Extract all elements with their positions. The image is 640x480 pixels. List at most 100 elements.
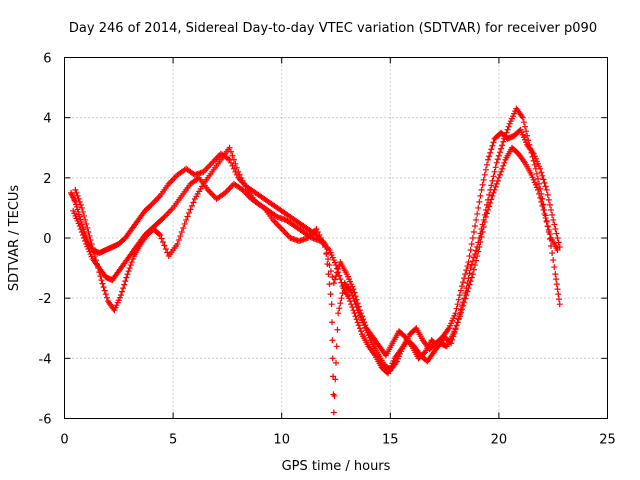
- data-point: [541, 210, 548, 217]
- data-point: [486, 203, 493, 210]
- data-point: [483, 161, 490, 168]
- data-point: [102, 291, 109, 298]
- data-point: [492, 164, 499, 171]
- data-point: [498, 145, 505, 152]
- data-point: [99, 280, 106, 287]
- data-point: [488, 146, 495, 153]
- data-point: [553, 230, 560, 237]
- data-point: [162, 246, 169, 253]
- data-point: [355, 303, 362, 310]
- data-point: [354, 300, 361, 307]
- data-point: [233, 164, 240, 171]
- data-point: [235, 168, 242, 175]
- data-point: [505, 123, 512, 130]
- y-tick-label: -4: [39, 352, 52, 367]
- data-point: [362, 322, 369, 329]
- data-point: [76, 198, 83, 205]
- data-point: [469, 271, 476, 278]
- data-point: [539, 202, 546, 209]
- data-point: [177, 232, 184, 239]
- data-point: [190, 199, 197, 206]
- data-point: [357, 310, 364, 317]
- data-point: [129, 256, 136, 263]
- data-point: [183, 216, 190, 223]
- data-point: [480, 176, 487, 183]
- data-point: [461, 299, 468, 306]
- data-point: [352, 313, 359, 320]
- data-point: [122, 278, 129, 285]
- data-point: [491, 186, 498, 193]
- y-tick-label: -6: [39, 413, 52, 428]
- data-point: [330, 373, 337, 380]
- data-point: [338, 295, 345, 302]
- data-point: [87, 237, 94, 244]
- x-tick-label: 5: [169, 433, 177, 448]
- data-point: [545, 196, 552, 203]
- y-tick-label: 2: [43, 172, 51, 187]
- data-point: [84, 224, 91, 231]
- data-point: [100, 284, 107, 291]
- data-point: [79, 208, 86, 215]
- data-point: [350, 307, 357, 314]
- data-point: [124, 271, 131, 278]
- data-point: [475, 204, 482, 211]
- data-point: [536, 180, 543, 187]
- data-point: [242, 183, 249, 190]
- data-point: [329, 337, 336, 344]
- data-point: [239, 177, 246, 184]
- data-point: [454, 301, 461, 308]
- data-point: [543, 218, 550, 225]
- data-point: [336, 305, 343, 312]
- data-point: [550, 257, 557, 264]
- data-point: [455, 296, 462, 303]
- data-point: [181, 220, 188, 227]
- data-point: [490, 189, 497, 196]
- data-point: [361, 319, 368, 326]
- data-point: [453, 305, 460, 312]
- data-point: [466, 281, 473, 288]
- data-point: [119, 288, 126, 295]
- data-point: [530, 157, 537, 164]
- data-point: [479, 181, 486, 188]
- data-point: [474, 253, 481, 260]
- x-tick-label: 25: [599, 433, 616, 448]
- data-point: [455, 316, 462, 323]
- data-point: [351, 289, 358, 296]
- data-point: [503, 129, 510, 136]
- data-point: [359, 313, 366, 320]
- data-point: [493, 180, 500, 187]
- data-point: [480, 223, 487, 230]
- data-point: [126, 265, 133, 272]
- data-point: [554, 286, 561, 293]
- data-point: [175, 237, 182, 244]
- data-point: [337, 276, 344, 283]
- data-point: [529, 153, 536, 160]
- data-point: [188, 202, 195, 209]
- data-point: [490, 139, 497, 146]
- data-point: [180, 224, 187, 231]
- data-point: [73, 189, 80, 196]
- data-point: [125, 268, 132, 275]
- data-point: [174, 241, 181, 248]
- data-point: [496, 171, 503, 178]
- data-point: [473, 257, 480, 264]
- y-tick-label: 0: [43, 232, 51, 247]
- data-point: [553, 281, 560, 288]
- data-point: [542, 183, 549, 190]
- data-point: [477, 192, 484, 199]
- data-point: [475, 248, 482, 255]
- data-point: [457, 287, 464, 294]
- data-point: [462, 271, 469, 278]
- data-point: [488, 182, 495, 189]
- data-point: [72, 186, 79, 193]
- data-point: [456, 292, 463, 299]
- data-point: [469, 235, 476, 241]
- data-point: [486, 153, 493, 160]
- data-point: [485, 156, 492, 163]
- data-point: [491, 168, 498, 175]
- data-point: [332, 376, 339, 383]
- axis-ticks: 0 5 10 15 20 25 -6 -4 -2 0 2 4 6: [39, 52, 616, 448]
- data-point: [117, 292, 124, 299]
- data-point: [464, 263, 471, 270]
